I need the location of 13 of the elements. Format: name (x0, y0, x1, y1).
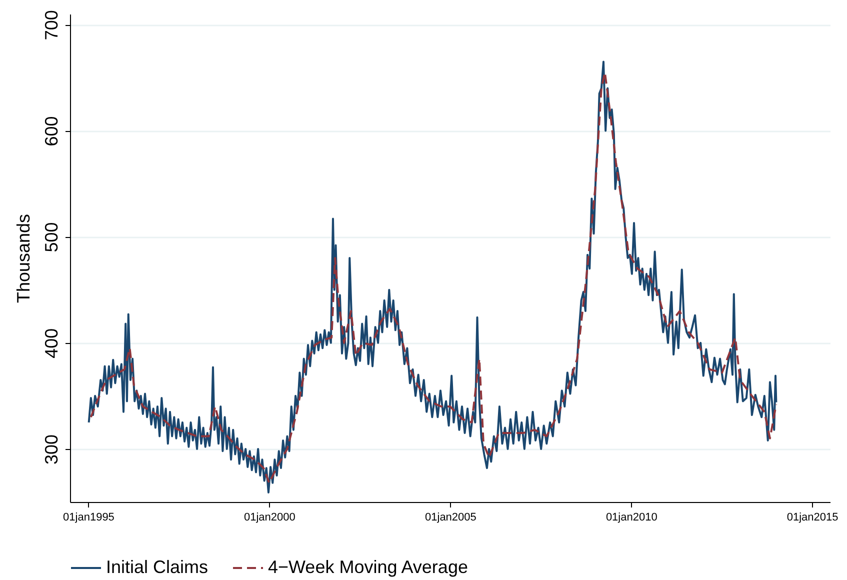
y-tick-label: 500 (42, 222, 62, 252)
y-axis-title: Thousands (14, 214, 34, 304)
y-tick-label: 400 (42, 328, 62, 358)
legend-label: Initial Claims (106, 557, 208, 577)
y-tick-label: 700 (42, 10, 62, 40)
y-tick-label: 300 (42, 434, 62, 464)
x-tick-label: 01jan2015 (786, 512, 838, 524)
legend-label: 4−Week Moving Average (268, 557, 468, 577)
x-tick-label: 01jan2000 (244, 512, 296, 524)
x-tick-label: 01jan2010 (606, 512, 658, 524)
x-tick-label: 01jan1995 (63, 512, 114, 524)
x-tick-label: 01jan2005 (425, 512, 476, 524)
y-tick-label: 600 (42, 116, 62, 146)
